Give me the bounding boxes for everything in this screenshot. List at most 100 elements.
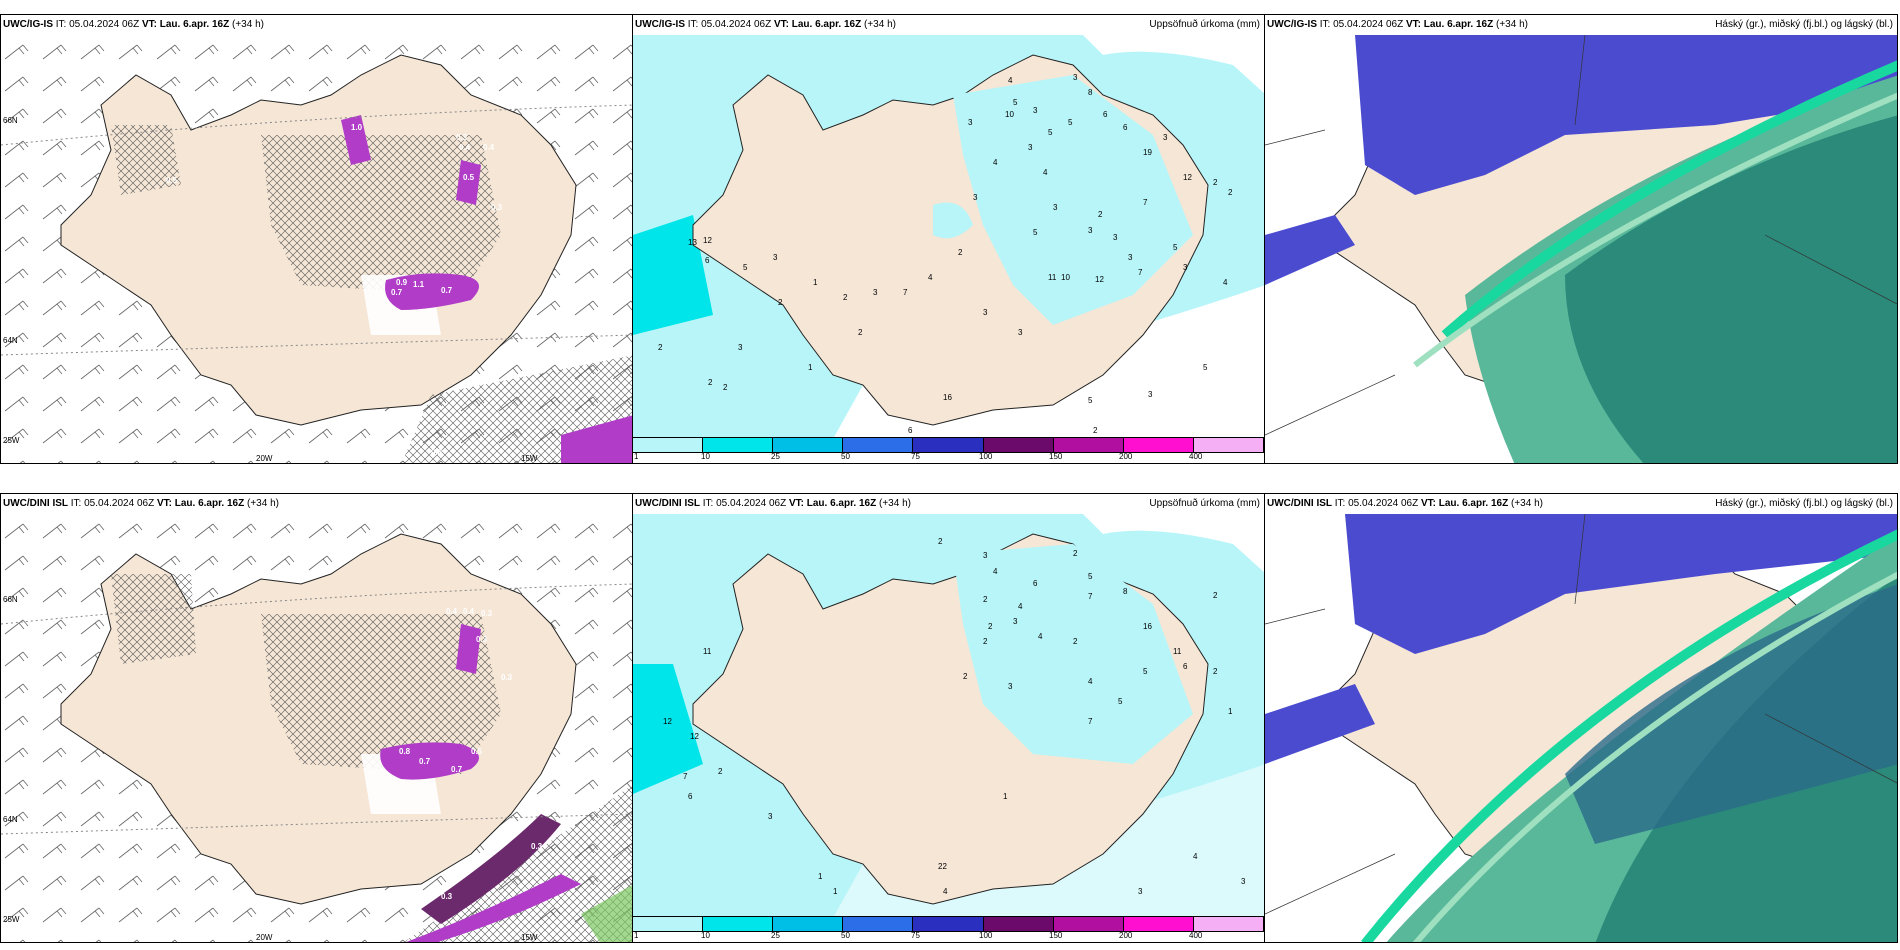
precip-value: 3 xyxy=(1088,226,1093,235)
colorbar-bin xyxy=(843,438,914,452)
precip-value: 10 xyxy=(1005,110,1014,119)
precip-value: 3 xyxy=(1073,73,1078,82)
precip-title: Uppsöfnuð úrkoma (mm) xyxy=(1149,19,1260,30)
cloud-map xyxy=(1265,514,1897,942)
precip-value: 2 xyxy=(1073,637,1078,646)
precip-value: 4 xyxy=(1223,278,1228,287)
colorbar-bin xyxy=(913,917,984,931)
precip-value: 2 xyxy=(658,343,663,352)
snow-value: 1.1 xyxy=(413,280,425,289)
colorbar-bin xyxy=(703,438,774,452)
colorbar-bin xyxy=(1193,438,1264,452)
vt-label: VT: xyxy=(773,19,789,30)
precip-value: 3 xyxy=(1028,143,1033,152)
precip-value: 2 xyxy=(1213,667,1218,676)
precip-value: 5 xyxy=(1048,128,1053,137)
it-label: IT: xyxy=(687,19,699,30)
colorbar-tick: 50 xyxy=(841,452,850,461)
precip-value: 12 xyxy=(663,717,672,726)
snow-value: 0.8 xyxy=(431,448,443,457)
precip-value: 2 xyxy=(843,293,848,302)
lead-time: (+34 h) xyxy=(1496,19,1528,30)
vt-value: Lau. 6.apr. 16Z xyxy=(1423,19,1494,30)
it-label: IT: xyxy=(1334,498,1346,509)
colorbar-tick: 25 xyxy=(771,931,780,940)
colorbar-tick: 75 xyxy=(911,452,920,461)
colorbar-ticks: 1 10 25 50 75 100 150 200 400 xyxy=(633,452,1264,462)
snow-value: 0.5 xyxy=(463,173,475,182)
snow-value: 0.3 xyxy=(476,635,488,644)
precip-value: 3 xyxy=(968,118,973,127)
colorbar-tick: 100 xyxy=(979,452,993,461)
colorbar-bin xyxy=(983,438,1054,452)
snow-value: 0.7 xyxy=(451,765,463,774)
precip-value: 2 xyxy=(1213,178,1218,187)
snow-area xyxy=(385,273,479,310)
colorbar-tick: 150 xyxy=(1049,931,1063,940)
precip-value: 4 xyxy=(1038,632,1043,641)
lon-label-15: 15W xyxy=(521,933,538,942)
precip-value: 19 xyxy=(1143,148,1152,157)
colorbar-bin xyxy=(1193,917,1264,931)
wind-map: 66N 64N 25W 20W 15W 0.5 0.3 0.4 0.4 0.5 … xyxy=(1,35,632,463)
precip-value: 5 xyxy=(1013,98,1018,107)
snow-value: 0.7 xyxy=(441,286,453,295)
snow-value: 0.7 xyxy=(419,757,431,766)
colorbar-bin xyxy=(633,917,704,931)
lead-time: (+34 h) xyxy=(1511,498,1543,509)
colorbar-bin xyxy=(1123,917,1194,931)
lon-label-25: 25W xyxy=(3,436,20,445)
precip-value: 7 xyxy=(683,772,688,781)
precip-value: 8 xyxy=(1088,88,1093,97)
lead-time: (+34 h) xyxy=(879,498,911,509)
precip-value: 7 xyxy=(1088,592,1093,601)
vt-value: Lau. 6.apr. 16Z xyxy=(159,19,230,30)
precip-value: 11 xyxy=(1048,273,1057,282)
colorbar-bin xyxy=(843,917,914,931)
colorbar-tick: 25 xyxy=(771,452,780,461)
vt-label: VT: xyxy=(141,19,157,30)
precip-value: 4 xyxy=(993,567,998,576)
precip-value: 12 xyxy=(1183,173,1192,182)
precip-value: 6 xyxy=(1033,579,1038,588)
colorbar-tick: 1 xyxy=(634,452,639,461)
precip-value: 16 xyxy=(1143,622,1152,631)
precip-value: 3 xyxy=(1241,877,1246,886)
precip-value: 4 xyxy=(1088,677,1093,686)
model-name: UWC/IG-IS xyxy=(3,19,53,30)
cloud-title: Háský (gr.), miðský (fj.bl.) og lágský (… xyxy=(1715,498,1893,509)
precip-value: 3 xyxy=(768,812,773,821)
precip-value: 3 xyxy=(1008,682,1013,691)
snow-value: 0.3 xyxy=(441,892,453,901)
precip-value: 6 xyxy=(1123,123,1128,132)
precip-value: 3 xyxy=(773,253,778,262)
colorbar-bin xyxy=(913,438,984,452)
vt-label: VT: xyxy=(156,498,172,509)
precip-value: 8 xyxy=(1123,587,1128,596)
precip-value: 3 xyxy=(1018,328,1023,337)
snow-value: 0.3 xyxy=(531,842,543,851)
precip-value: 7 xyxy=(1088,717,1093,726)
precip-value: 2 xyxy=(988,622,993,631)
colorbar-bin xyxy=(773,917,844,931)
lat-label-66: 66N xyxy=(3,116,18,125)
lat-label-64: 64N xyxy=(3,815,18,824)
lon-label-20: 20W xyxy=(256,454,273,463)
snow-value: 0.3 xyxy=(481,609,493,618)
vt-label: VT: xyxy=(1420,498,1436,509)
panel-header: UWC/IG-IS IT: 05.04.2024 06Z VT: Lau. 6.… xyxy=(1265,15,1897,35)
precip-value: 4 xyxy=(943,887,948,896)
colorbar-tick: 10 xyxy=(701,452,710,461)
it-label: IT: xyxy=(1319,19,1331,30)
precip-value: 3 xyxy=(1033,106,1038,115)
precip-value: 2 xyxy=(938,537,943,546)
it-value: 05.04.2024 06Z xyxy=(84,498,155,509)
snow-value: 0.4 xyxy=(463,607,475,616)
colorbar-tick: 200 xyxy=(1119,452,1133,461)
colorbar-ticks: 1 10 25 50 75 100 150 200 400 xyxy=(633,931,1264,941)
precip-value: 3 xyxy=(738,343,743,352)
lat-label-66: 66N xyxy=(3,595,18,604)
precip-value: 12 xyxy=(703,236,712,245)
model-name: UWC/IG-IS xyxy=(635,19,685,30)
precip-value: 7 xyxy=(903,288,908,297)
